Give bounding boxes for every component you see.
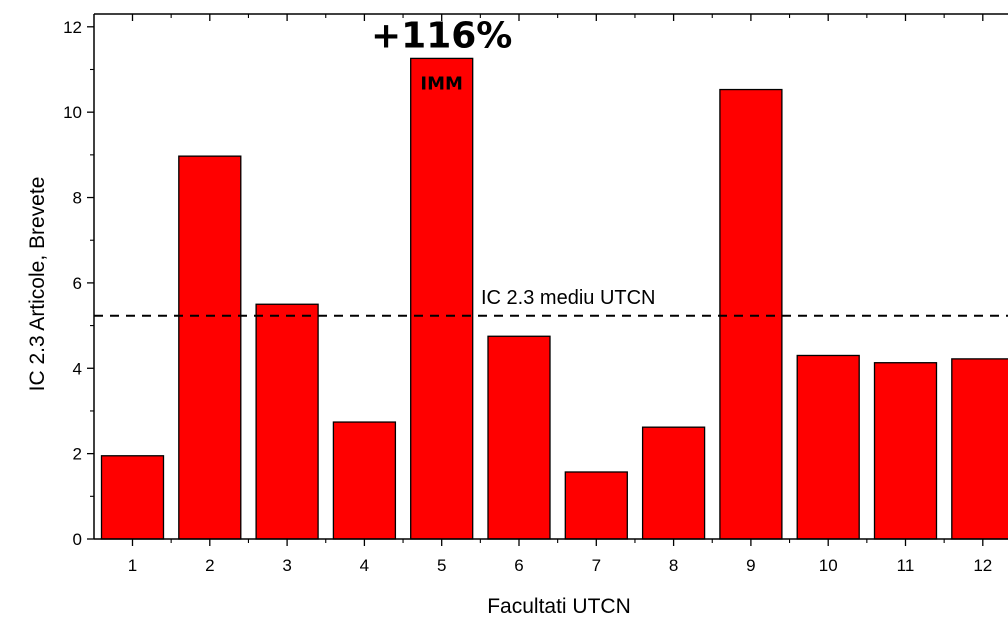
y-tick-label: 4 — [73, 359, 82, 378]
bar-5 — [410, 57, 474, 540]
x-tick-label: 11 — [897, 556, 915, 575]
y-tick-label: 2 — [73, 445, 82, 464]
x-tick-label: 4 — [360, 556, 369, 575]
y-tick-label: 0 — [73, 530, 82, 549]
x-tick-label: 8 — [669, 556, 678, 575]
bar-11 — [873, 362, 938, 540]
y-tick-label: 8 — [73, 189, 82, 208]
x-tick-label: 9 — [746, 556, 755, 575]
x-ticks-group: 1 2 3 4 5 6 7 8 9 10 11 12 — [128, 14, 992, 575]
y-tick-label: 6 — [73, 274, 82, 293]
bar-2 — [178, 155, 242, 540]
reference-line-label: IC 2.3 mediu UTCN — [481, 287, 656, 309]
bar-1 — [100, 455, 165, 540]
x-tick-label: 1 — [128, 556, 137, 575]
bar-8 — [641, 426, 706, 540]
bar-7 — [564, 471, 628, 540]
x-tick-label: 6 — [514, 556, 523, 575]
x-tick-label: 10 — [819, 556, 838, 575]
bar-12 — [951, 358, 1008, 540]
y-axis-title: IC 2.3 Articole, Brevete — [26, 177, 49, 392]
bar-3 — [255, 303, 319, 540]
bar-10 — [796, 354, 860, 540]
bar-4 — [332, 421, 397, 540]
bar-9 — [719, 88, 783, 540]
axes-group — [93, 13, 1008, 540]
y-tick-label: 12 — [63, 18, 82, 37]
x-tick-label: 12 — [973, 556, 992, 575]
x-tick-label: 3 — [282, 556, 291, 575]
y-tick-label: 10 — [63, 103, 82, 122]
bars-group — [100, 57, 1008, 540]
x-tick-label: 7 — [592, 556, 601, 575]
bar-6 — [487, 335, 551, 540]
annotation-percent: +116% — [371, 15, 512, 56]
annotation-imm: IMM — [420, 73, 463, 94]
y-ticks-group: 0 2 4 6 8 10 12 — [63, 18, 94, 549]
x-tick-label: 5 — [437, 556, 446, 575]
x-axis-title: Facultati UTCN — [487, 595, 631, 618]
x-tick-label: 2 — [205, 556, 214, 575]
